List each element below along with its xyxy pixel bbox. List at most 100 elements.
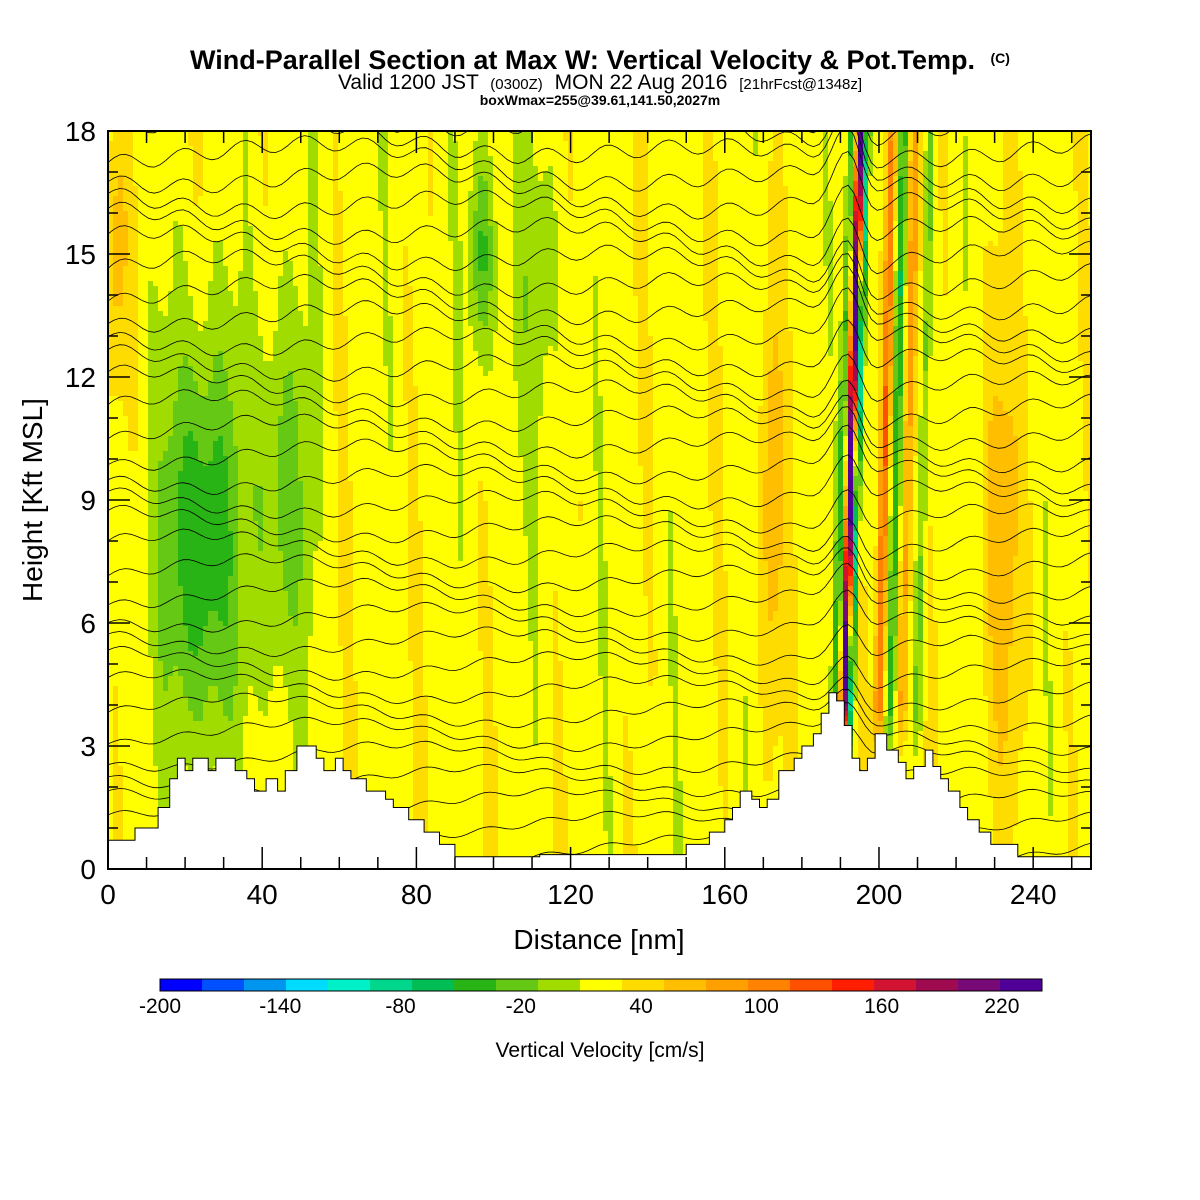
velocity-cell — [343, 251, 349, 257]
velocity-cell — [748, 186, 754, 192]
velocity-cell — [598, 191, 604, 197]
velocity-cell — [968, 161, 974, 167]
velocity-cell — [1028, 241, 1034, 247]
velocity-cell — [853, 211, 859, 217]
velocity-cell — [553, 176, 559, 182]
velocity-cell — [853, 241, 859, 247]
velocity-cell — [128, 181, 134, 187]
velocity-cell — [518, 211, 524, 217]
velocity-cell — [463, 241, 469, 247]
velocity-cell — [308, 176, 314, 182]
velocity-cell — [348, 221, 354, 227]
velocity-cell — [823, 166, 829, 172]
velocity-cell — [983, 171, 989, 177]
velocity-cell — [413, 156, 419, 162]
velocity-cell — [1038, 151, 1044, 157]
velocity-cell — [783, 146, 789, 152]
velocity-cell — [558, 226, 564, 232]
velocity-cell — [623, 221, 629, 227]
velocity-cell — [753, 216, 759, 222]
velocity-cell — [763, 196, 769, 202]
velocity-cell — [1068, 221, 1074, 227]
velocity-cell — [988, 241, 994, 247]
velocity-cell — [483, 176, 489, 182]
velocity-cell — [603, 146, 609, 152]
velocity-cell — [313, 156, 319, 162]
velocity-cell — [948, 176, 954, 182]
velocity-cell — [348, 161, 354, 167]
velocity-cell — [838, 201, 844, 207]
velocity-cell — [843, 146, 849, 152]
velocity-cell — [468, 191, 474, 197]
velocity-cell — [748, 231, 754, 237]
velocity-cell — [553, 226, 559, 232]
velocity-cell — [808, 251, 814, 257]
velocity-cell — [233, 216, 239, 222]
velocity-cell — [493, 231, 499, 237]
velocity-cell — [118, 231, 124, 237]
velocity-cell — [968, 136, 974, 142]
velocity-cell — [328, 246, 334, 252]
velocity-cell — [783, 236, 789, 242]
velocity-cell — [593, 186, 599, 192]
velocity-cell — [943, 241, 949, 247]
velocity-cell — [578, 141, 584, 147]
velocity-cell — [168, 251, 174, 257]
velocity-cell — [1053, 191, 1059, 197]
velocity-cell — [568, 156, 574, 162]
velocity-cell — [378, 206, 384, 212]
velocity-cell — [728, 216, 734, 222]
velocity-cell — [803, 181, 809, 187]
velocity-cell — [133, 196, 139, 202]
velocity-cell — [428, 156, 434, 162]
velocity-cell — [633, 166, 639, 172]
velocity-cell — [668, 166, 674, 172]
velocity-cell — [258, 236, 264, 242]
velocity-cell — [793, 216, 799, 222]
velocity-cell — [118, 141, 124, 147]
velocity-cell — [368, 141, 374, 147]
velocity-cell — [363, 171, 369, 177]
velocity-cell — [658, 186, 664, 192]
velocity-cell — [543, 136, 549, 142]
velocity-cell — [623, 236, 629, 242]
velocity-cell — [743, 156, 749, 162]
velocity-cell — [438, 206, 444, 212]
velocity-cell — [443, 206, 449, 212]
velocity-cell — [938, 151, 944, 157]
velocity-cell — [943, 191, 949, 197]
velocity-cell — [993, 171, 999, 177]
velocity-cell — [1053, 141, 1059, 147]
velocity-cell — [238, 221, 244, 227]
velocity-cell — [1008, 216, 1014, 222]
velocity-cell — [208, 151, 214, 157]
velocity-cell — [953, 206, 959, 212]
velocity-cell — [373, 226, 379, 232]
velocity-cell — [133, 221, 139, 227]
velocity-cell — [238, 196, 244, 202]
velocity-cell — [633, 206, 639, 212]
velocity-cell — [753, 166, 759, 172]
velocity-cell — [868, 211, 874, 217]
velocity-cell — [663, 191, 669, 197]
velocity-cell — [1053, 161, 1059, 167]
velocity-cell — [738, 176, 744, 182]
velocity-cell — [463, 161, 469, 167]
velocity-cell — [743, 161, 749, 167]
velocity-cell — [713, 181, 719, 187]
velocity-cell — [798, 206, 804, 212]
velocity-cell — [543, 201, 549, 207]
velocity-cell — [588, 176, 594, 182]
velocity-cell — [263, 191, 269, 197]
velocity-cell — [448, 211, 454, 217]
velocity-cell — [448, 206, 454, 212]
velocity-cell — [313, 191, 319, 197]
velocity-cell — [268, 216, 274, 222]
velocity-cell — [1023, 226, 1029, 232]
velocity-cell — [138, 141, 144, 147]
velocity-cell — [908, 136, 914, 142]
velocity-cell — [553, 136, 559, 142]
velocity-cell — [118, 146, 124, 152]
velocity-cell — [1048, 241, 1054, 247]
